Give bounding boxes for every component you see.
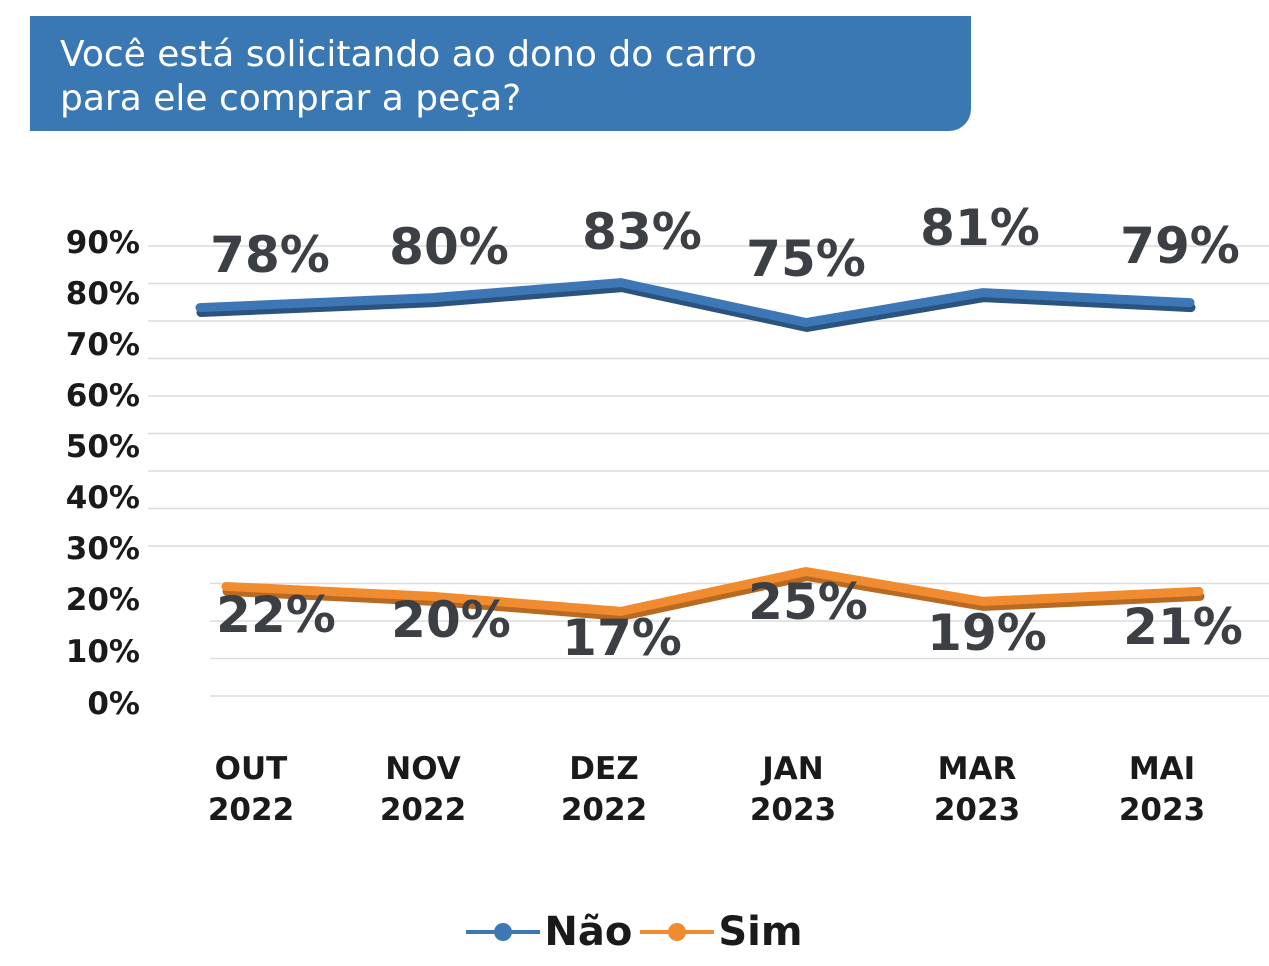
series-line-nao <box>195 278 1195 327</box>
x-tick-label: MAR <box>938 751 1017 787</box>
data-label-sim: 20% <box>391 591 511 649</box>
data-label-sim: 22% <box>216 586 336 644</box>
y-tick-label: 90% <box>66 225 140 261</box>
title-banner: Você está solicitando ao dono do carro p… <box>30 16 971 131</box>
y-tick-label: 10% <box>66 634 140 670</box>
series-line-shadow <box>222 572 1205 621</box>
x-tick-label-year: 2023 <box>750 792 836 828</box>
series-line-sim <box>221 567 1204 616</box>
legend-sim-label: Sim <box>718 909 803 955</box>
data-label-nao: 75% <box>746 230 866 288</box>
legend-sim-marker <box>668 923 687 941</box>
x-tick-label-year: 2022 <box>561 792 647 828</box>
legend-nao-marker <box>494 923 513 941</box>
legend-sim-line <box>640 923 715 941</box>
x-tick-label: NOV <box>385 751 460 787</box>
chart-title-line-1: Você está solicitando ao dono do carro <box>60 34 757 75</box>
y-tick-label: 30% <box>66 531 140 567</box>
series-line-shadow <box>196 283 1196 332</box>
legend-nao-label: Não <box>544 909 633 955</box>
data-label-nao: 81% <box>920 199 1040 257</box>
data-label-sim: 25% <box>748 573 868 631</box>
y-tick-label: 20% <box>66 582 140 618</box>
legend: Não Sim <box>0 905 1269 959</box>
x-tick-label-year: 2022 <box>208 792 294 828</box>
y-tick-label: 70% <box>66 327 140 363</box>
y-tick-label: 80% <box>66 276 140 312</box>
data-label-sim: 17% <box>562 609 682 667</box>
y-tick-label: 0% <box>87 686 140 722</box>
data-label-nao: 83% <box>582 203 702 261</box>
y-tick-label: 40% <box>66 480 140 516</box>
x-tick-label: OUT <box>215 751 288 787</box>
data-label-nao: 79% <box>1120 217 1240 275</box>
data-label-nao: 78% <box>210 226 330 284</box>
x-tick-label: MAI <box>1129 751 1195 787</box>
y-tick-label: 60% <box>66 378 140 414</box>
x-tick-label: JAN <box>760 751 823 787</box>
y-tick-label: 50% <box>66 429 140 465</box>
data-label-sim: 19% <box>927 604 1047 662</box>
x-tick-label-year: 2022 <box>380 792 466 828</box>
chart-title-line-2: para ele comprar a peça? <box>60 78 522 119</box>
legend-item-sim: Sim <box>640 909 803 955</box>
legend-nao-line <box>466 923 541 941</box>
data-label-nao: 80% <box>389 218 509 276</box>
data-label-sim: 21% <box>1123 598 1243 656</box>
line-chart: 0% 10% 20% 30% 40% 50% 60% 70% 80% 90% OUT 2022 NOV 2… <box>66 199 1269 828</box>
x-tick-label-year: 2023 <box>934 792 1020 828</box>
x-tick-label-year: 2023 <box>1119 792 1205 828</box>
legend-item-nao: Não <box>466 909 632 955</box>
x-tick-label: DEZ <box>569 751 638 787</box>
